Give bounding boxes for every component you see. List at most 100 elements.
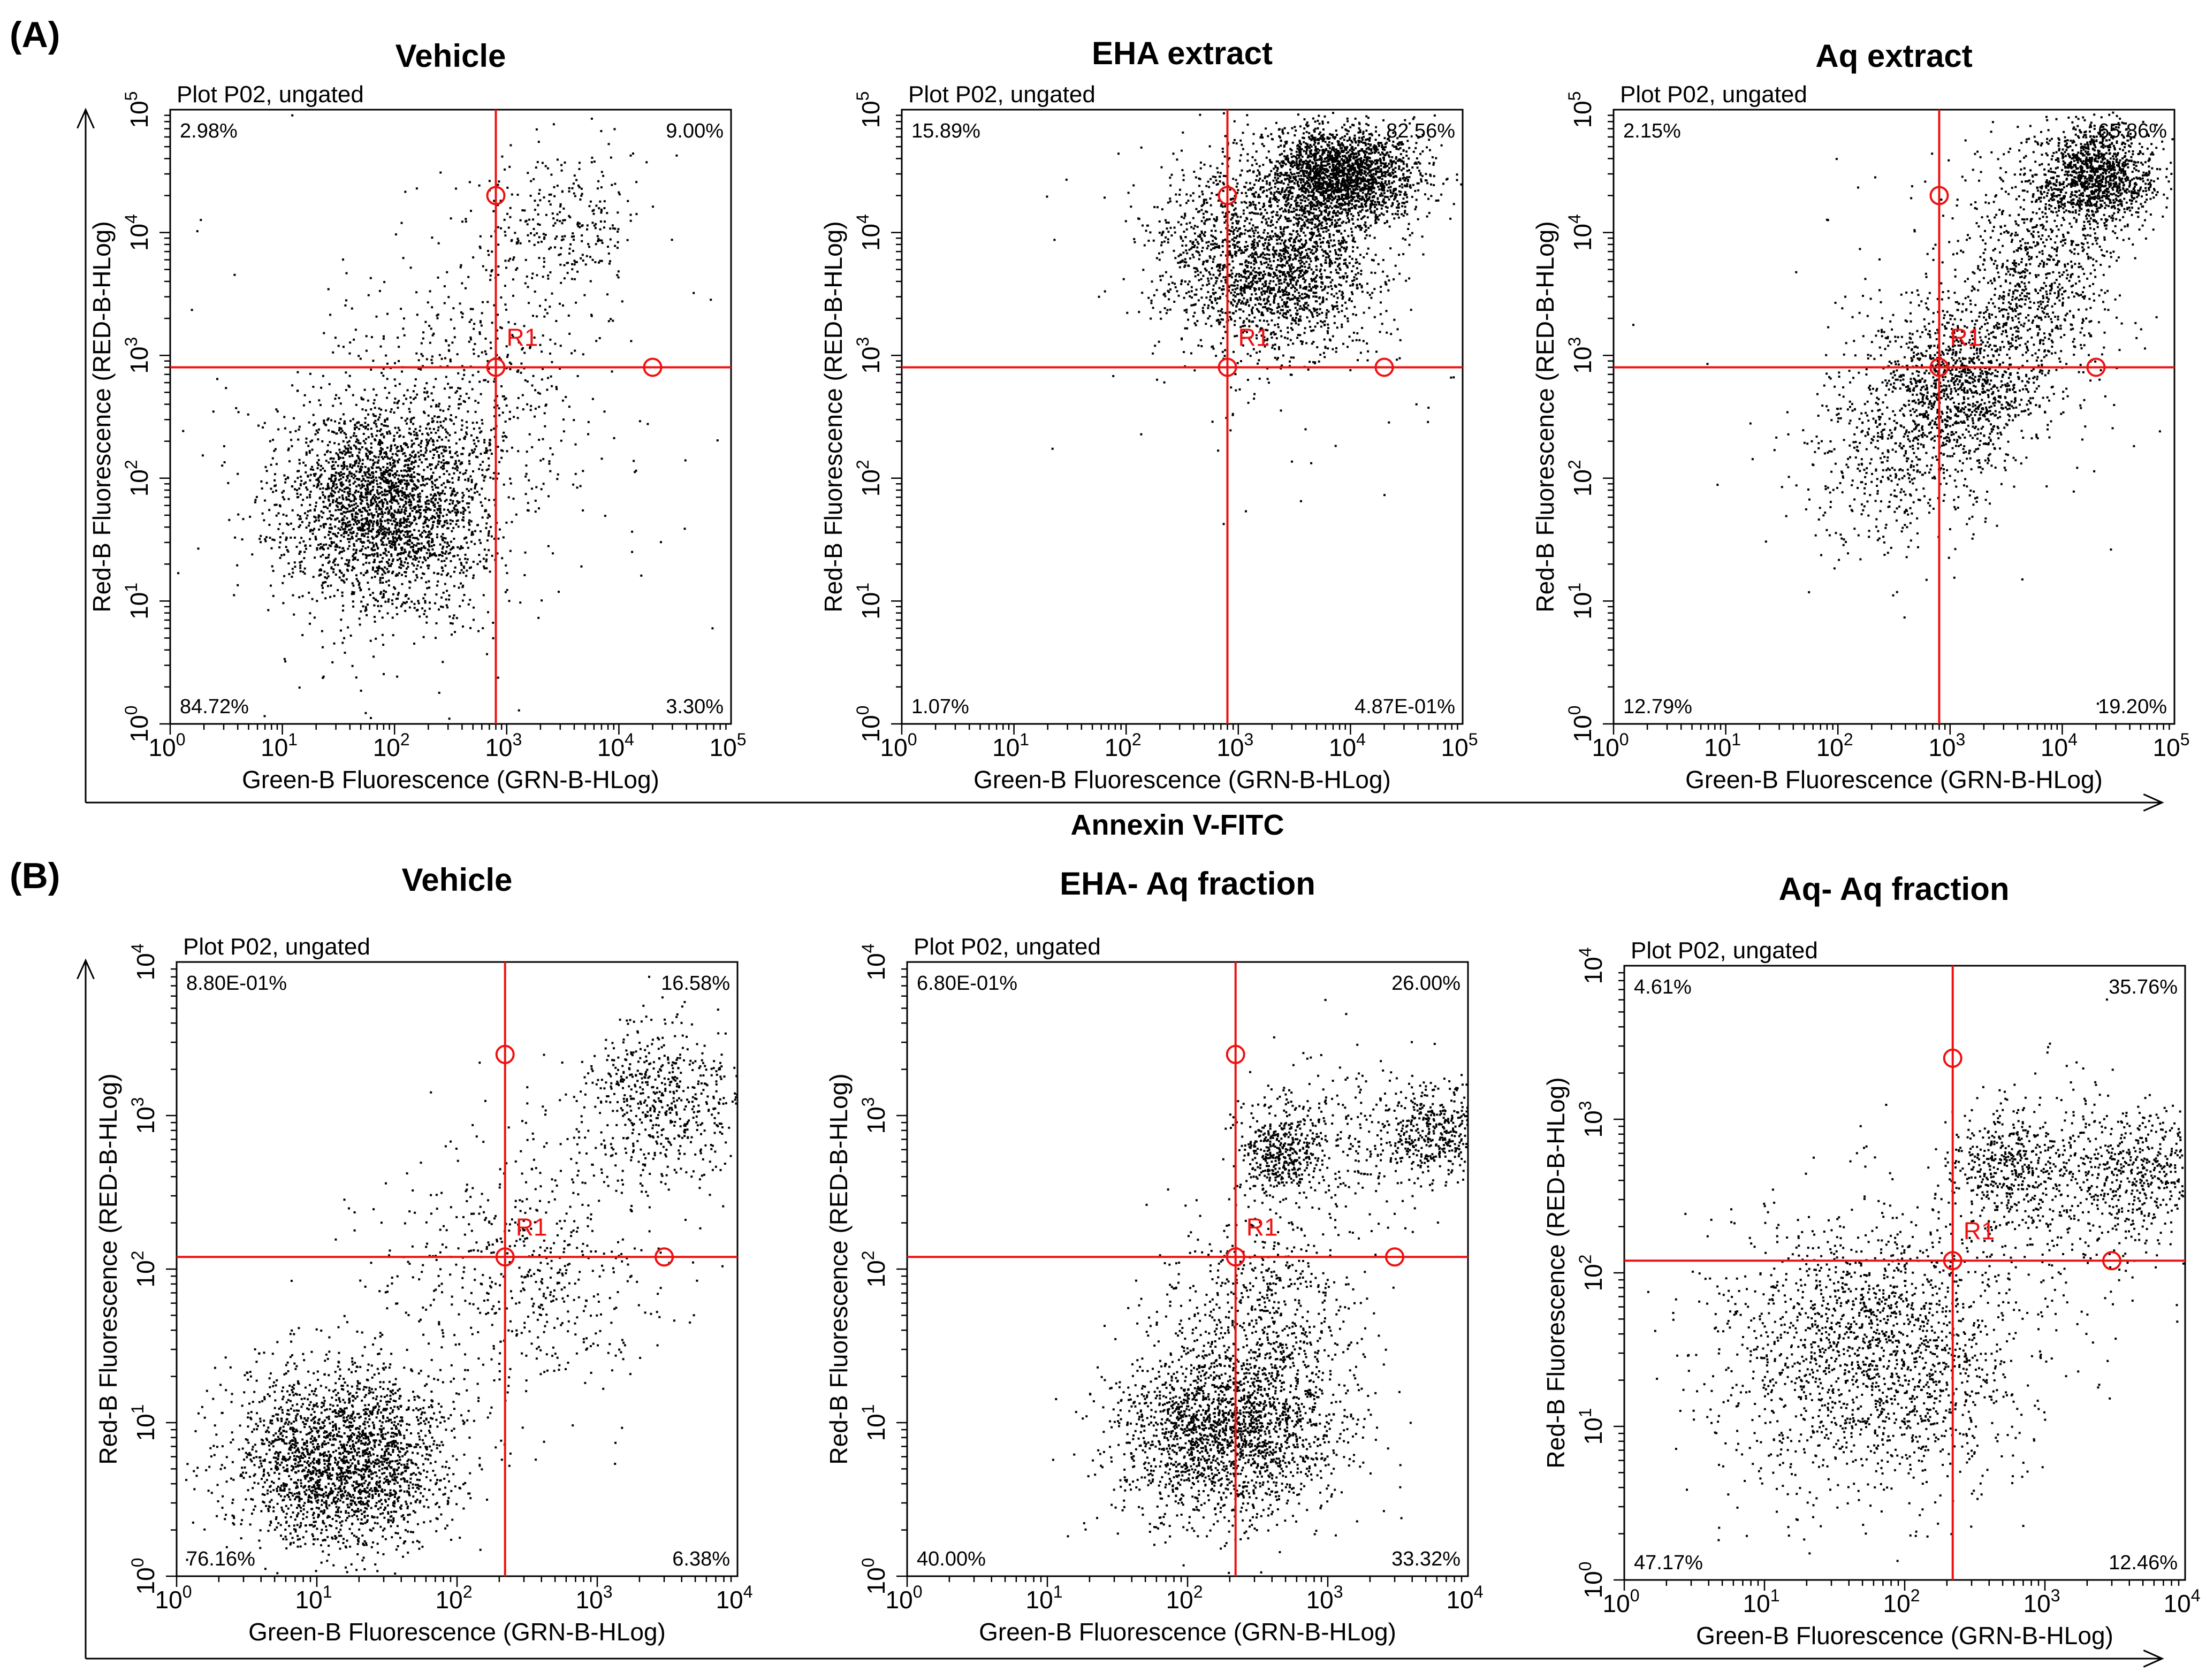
plot-label: Plot P02, ungated — [908, 81, 1096, 108]
y-arrow-row-b — [77, 958, 95, 1659]
gate-handle — [1218, 186, 1237, 205]
x-tick-label: 101 — [1743, 1586, 1780, 1617]
gate-handle — [1943, 1048, 1962, 1068]
y-tick-label: 103 — [1565, 337, 1596, 374]
quadrant-lr-value: 33.32% — [1391, 1548, 1460, 1570]
plot-label: Plot P02, ungated — [183, 934, 370, 960]
x-arrow-row-b-head — [2143, 1650, 2164, 1668]
quadrant-ul-value: 8.80E-01% — [186, 972, 287, 995]
x-arrow-row-a-head — [2143, 793, 2164, 812]
axis-ticks — [1614, 972, 2180, 1591]
scatter-points — [1052, 999, 1469, 1574]
quadrant-ll-value: 40.00% — [917, 1548, 986, 1570]
y-tick-label: 101 — [121, 583, 153, 620]
y-tick-label: 100 — [121, 706, 153, 743]
y-axis-title: Red-B Fluorescence (RED-B-HLog) — [825, 1073, 853, 1464]
quadrant-ul-value: 2.98% — [180, 120, 238, 142]
chart-title: Aq extract — [1815, 38, 1972, 74]
x-arrow-row-a — [86, 793, 2164, 812]
x-axis-title: Green-B Fluorescence (GRN-B-HLog) — [1696, 1622, 2113, 1650]
quadrant-ul-value: 15.89% — [911, 120, 980, 142]
quadrant-ur-value: 65.86% — [2098, 120, 2167, 142]
plot-frame — [906, 961, 1469, 1577]
quadrant-lr-value: 6.38% — [672, 1548, 730, 1570]
gate-handle — [1226, 1044, 1245, 1064]
gate-handle — [2086, 357, 2106, 377]
quadrant-ll-value: 84.72% — [180, 696, 249, 718]
quadrant-ur-value: 16.58% — [661, 972, 730, 995]
x-tick-label: 103 — [576, 1582, 613, 1614]
y-axis-title: Red-B Fluorescence (RED-B-HLog) — [1531, 221, 1559, 612]
scatter-dots — [1052, 999, 1469, 1574]
axis-ticks — [891, 114, 1458, 735]
x-arrow-row-b — [86, 1650, 2164, 1668]
gate-handle — [1374, 357, 1394, 377]
quadrant-ul-value: 2.15% — [1623, 120, 1681, 142]
quadrant-ll-value: 47.17% — [1634, 1552, 1703, 1574]
chart-title: Vehicle — [402, 862, 513, 898]
chart-title: Aq- Aq fraction — [1778, 871, 2009, 907]
axis-ticks — [1603, 114, 2170, 735]
quadrant-ul-value: 4.61% — [1634, 976, 1692, 998]
gate-label: R1 — [1950, 323, 1981, 351]
x-axis-title: Green-B Fluorescence (GRN-B-HLog) — [979, 1618, 1396, 1646]
y-axis-title: Red-B Fluorescence (RED-B-HLog) — [88, 221, 116, 612]
scatter-points — [1046, 112, 1463, 525]
quadrant-ur-value: 9.00% — [666, 120, 724, 142]
y-axis-title: Red-B Fluorescence (RED-B-HLog) — [819, 221, 847, 612]
quadrant-ul-value: 6.80E-01% — [917, 972, 1017, 995]
plot-frame — [169, 109, 732, 725]
scatter-dots — [1046, 112, 1463, 525]
gate-handle — [2102, 1251, 2122, 1271]
quadrant-lr-value: 19.20% — [2098, 696, 2167, 718]
scatter-dots — [1632, 111, 2174, 705]
x-tick-label: 103 — [1306, 1582, 1343, 1614]
scatter-points — [185, 975, 739, 1575]
x-tick-label: 102 — [1166, 1582, 1203, 1614]
quadrant-ur-value: 26.00% — [1391, 972, 1460, 995]
quadrant-lr-value: 3.30% — [666, 696, 724, 718]
quadrant-lr-value: 4.87E-01% — [1355, 696, 1455, 718]
panel-label-b: (B) — [10, 856, 60, 896]
chart-title: EHA- Aq fraction — [1060, 866, 1315, 902]
x-tick-label: 104 — [1329, 730, 1366, 761]
y-axis-title: Red-B Fluorescence (RED-B-HLog) — [94, 1073, 122, 1464]
plot-frame — [901, 109, 1464, 725]
gate-handle — [486, 357, 506, 377]
axis-ticks — [166, 968, 732, 1587]
quadrant-ll-value: 12.79% — [1623, 696, 1692, 718]
chart-title: EHA extract — [1092, 35, 1273, 71]
y-tick-label: 102 — [1565, 460, 1596, 497]
quadrant-ll-value: 76.16% — [186, 1548, 255, 1570]
y-arrow-row-b-head — [77, 958, 95, 980]
gate-handle — [486, 186, 506, 205]
gate-handle — [1929, 186, 1949, 205]
quadrant-lr-value: 12.46% — [2109, 1552, 2178, 1574]
x-tick-label: 103 — [485, 730, 522, 761]
gate-label: R1 — [516, 1213, 547, 1241]
gate-label: R1 — [1246, 1213, 1278, 1241]
plot-label: Plot P02, ungated — [914, 934, 1101, 960]
plot-frame — [176, 961, 739, 1577]
x-axis-title: Green-B Fluorescence (GRN-B-HLog) — [242, 766, 659, 793]
x-axis-title: Green-B Fluorescence (GRN-B-HLog) — [248, 1618, 666, 1646]
y-arrow-row-a-head — [77, 108, 95, 129]
gate-handle — [1929, 357, 1949, 377]
plot-label: Plot P02, ungated — [177, 81, 364, 108]
gate-label: R1 — [1238, 323, 1269, 351]
quadrant-ll-value: 1.07% — [911, 696, 969, 718]
gate-handle — [1943, 1251, 1962, 1271]
chart-title: Vehicle — [395, 38, 506, 74]
gate-handle — [643, 357, 663, 377]
quadrant-ur-value: 82.56% — [1386, 120, 1455, 142]
gate-handle — [1385, 1247, 1405, 1267]
plot-frame — [1612, 109, 2175, 725]
gate-handle — [655, 1247, 674, 1267]
gate-label: R1 — [1964, 1217, 1995, 1244]
